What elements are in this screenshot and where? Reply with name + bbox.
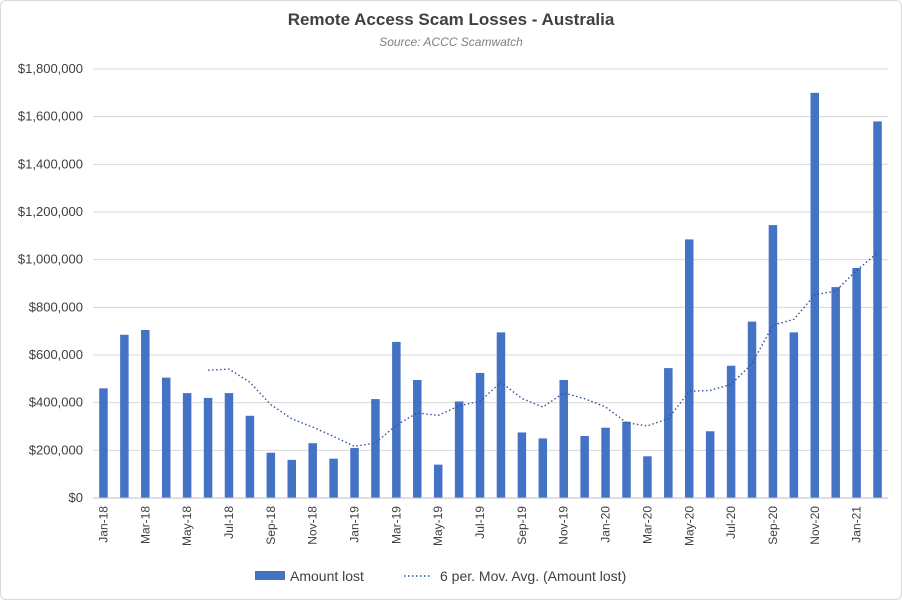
x-axis: Jan-18 Mar-18 May-18 Jul-18 Sep-18 Nov-18 Jan-…: [93, 497, 888, 546]
bar: [496, 332, 506, 498]
y-tick-label: $1,600,000: [18, 109, 83, 124]
x-tick-label: Jan-21: [850, 506, 864, 543]
x-tick-label: May-20: [682, 506, 696, 546]
bar: [120, 334, 129, 498]
legend-swatch-bar: [255, 571, 285, 580]
bar: [538, 438, 548, 498]
legend-label-moving-average: 6 per. Mov. Avg. (Amount lost): [440, 568, 626, 584]
chart-subtitle: Source: ACCC Scamwatch: [379, 35, 523, 49]
bar: [664, 368, 673, 498]
bar: [643, 456, 652, 498]
bar: [203, 397, 213, 498]
bar: [308, 443, 317, 498]
x-tick-label: Nov-18: [306, 506, 320, 545]
y-axis: $0 $200,000 $400,000 $600,000 $800,000 $1,000…: [18, 61, 83, 505]
bar: [705, 431, 715, 498]
bar: [433, 464, 443, 498]
bar: [747, 321, 757, 498]
x-tick-label: Jan-20: [599, 506, 613, 543]
bar-series: [99, 92, 882, 499]
chart-title: Remote Access Scam Losses - Australia: [287, 10, 615, 29]
bar: [852, 268, 861, 498]
x-tick-label: May-18: [180, 506, 194, 546]
bar: [475, 372, 485, 498]
y-tick-label: $600,000: [29, 347, 83, 362]
y-tick-label: $200,000: [29, 442, 83, 457]
bar: [454, 401, 464, 498]
bar: [329, 458, 338, 498]
bar: [161, 377, 171, 498]
bar: [245, 415, 255, 498]
x-tick-label: Mar-20: [640, 506, 654, 544]
moving-average-line: [208, 252, 878, 448]
x-tick-label: Sep-18: [264, 506, 278, 545]
x-tick-label: Sep-19: [515, 506, 529, 545]
bar: [287, 459, 296, 498]
legend-label-amount-lost: Amount lost: [290, 568, 364, 584]
x-tick-label: Jan-19: [348, 506, 362, 543]
y-tick-label: $1,200,000: [18, 204, 83, 219]
y-tick-label: $1,800,000: [18, 61, 83, 76]
bar: [559, 380, 568, 498]
y-tick-label: $400,000: [29, 395, 83, 410]
y-tick-label: $1,400,000: [18, 156, 83, 171]
bar: [517, 432, 527, 498]
x-tick-label: Jul-18: [222, 506, 236, 539]
x-tick-label: Sep-20: [766, 506, 780, 545]
bar: [580, 436, 589, 498]
legend: Amount lost 6 per. Mov. Avg. (Amount lost…: [255, 568, 626, 584]
bar: [622, 421, 631, 498]
bar: [789, 332, 799, 498]
bar: [392, 341, 401, 498]
x-tick-label: Mar-18: [138, 506, 152, 544]
y-tick-label: $800,000: [29, 299, 83, 314]
x-tick-label: Jan-18: [96, 506, 110, 543]
x-tick-label: Nov-19: [557, 506, 571, 545]
bar: [831, 287, 840, 498]
bar: [141, 329, 150, 498]
y-tick-label: $1,000,000: [18, 252, 83, 267]
x-tick-label: May-19: [431, 506, 445, 546]
bar: [768, 225, 778, 498]
y-tick-label: $0: [69, 490, 83, 505]
bar: [873, 121, 882, 498]
bar: [726, 365, 736, 498]
bar: [224, 393, 234, 498]
moving-average-series: [208, 252, 878, 448]
x-tick-label: Nov-20: [808, 506, 822, 545]
x-tick-label: Mar-19: [389, 506, 403, 544]
bar: [266, 452, 276, 498]
bar: [601, 427, 610, 498]
bar: [182, 393, 192, 498]
bar: [99, 388, 108, 498]
bar: [371, 399, 380, 498]
x-tick-label: Jul-20: [724, 506, 738, 539]
x-tick-label: Jul-19: [473, 506, 487, 539]
bar: [413, 380, 422, 498]
bar: [350, 447, 359, 498]
bar: [685, 239, 694, 499]
